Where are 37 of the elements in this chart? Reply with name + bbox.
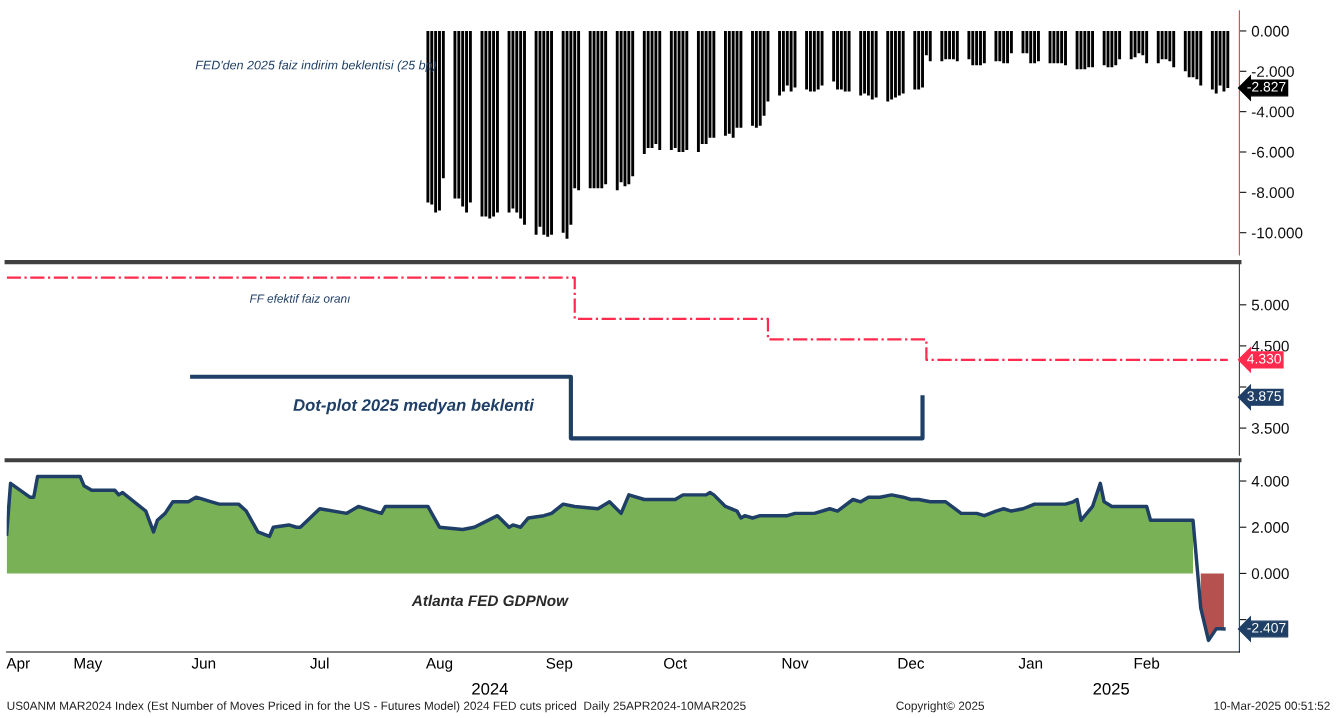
text: 2024	[472, 682, 508, 695]
x-tick-label: Feb	[1134, 657, 1160, 669]
x-tick-label: Oct	[664, 657, 687, 669]
x-tick-label: Jan	[1018, 658, 1043, 669]
annotation: 4.330	[1247, 353, 1282, 364]
series-label: FED'den 2025 faiz indirim beklentisi (25 bp)	[195, 60, 436, 72]
y-tick-label: 0.000	[1251, 568, 1289, 580]
y-tick-label: 5.000	[1251, 299, 1289, 311]
x-tick-label: Aug	[425, 658, 453, 672]
y-tick-label: -8.000	[1251, 187, 1294, 199]
x-tick-label: Sep	[546, 657, 573, 672]
y-tick-label: 4.500	[1251, 340, 1289, 352]
annotation: -2.407	[1247, 622, 1286, 633]
text: Copyright© 2025	[896, 701, 985, 713]
text: 3.875	[1247, 391, 1281, 401]
x-tick-label: May	[74, 658, 103, 672]
x-tick-label: Dec	[898, 658, 925, 669]
text: US0ANM MAR2024 Index (Est Number of Moves Priced in for the US - Futures Model) 2024 FED cuts priced Daily 25APR2024-10MAR2025	[7, 701, 746, 713]
y-tick-label: -6.000	[1251, 146, 1294, 158]
series-label: FF efektif faiz oranı	[249, 294, 350, 303]
y-tick-label: 2.000	[1251, 522, 1289, 533]
x-tick-label: Nov	[782, 658, 809, 669]
x-tick-label: Jun	[191, 658, 216, 669]
y-tick-label: -2.000	[1251, 66, 1294, 77]
y-tick-label: -10.000	[1251, 227, 1303, 239]
annotation: -2.827	[1247, 81, 1286, 92]
y-tick-label: 0.000	[1251, 25, 1289, 37]
y-tick-label: 4.000	[1251, 475, 1289, 487]
series-label: Dot-plot 2025 medyan beklenti	[293, 398, 535, 415]
line-series	[6, 474, 1226, 643]
text: 2025	[1093, 682, 1130, 695]
text: 10-Mar-2025 00:51:52	[1214, 701, 1330, 710]
y-tick-label: 3.500	[1251, 422, 1289, 434]
x-tick-label: Apr	[6, 658, 30, 672]
x-tick-label: Jul	[310, 657, 329, 669]
text: Atlanta FED GDPNow	[411, 594, 569, 607]
y-tick-label: -4.000	[1251, 106, 1294, 118]
